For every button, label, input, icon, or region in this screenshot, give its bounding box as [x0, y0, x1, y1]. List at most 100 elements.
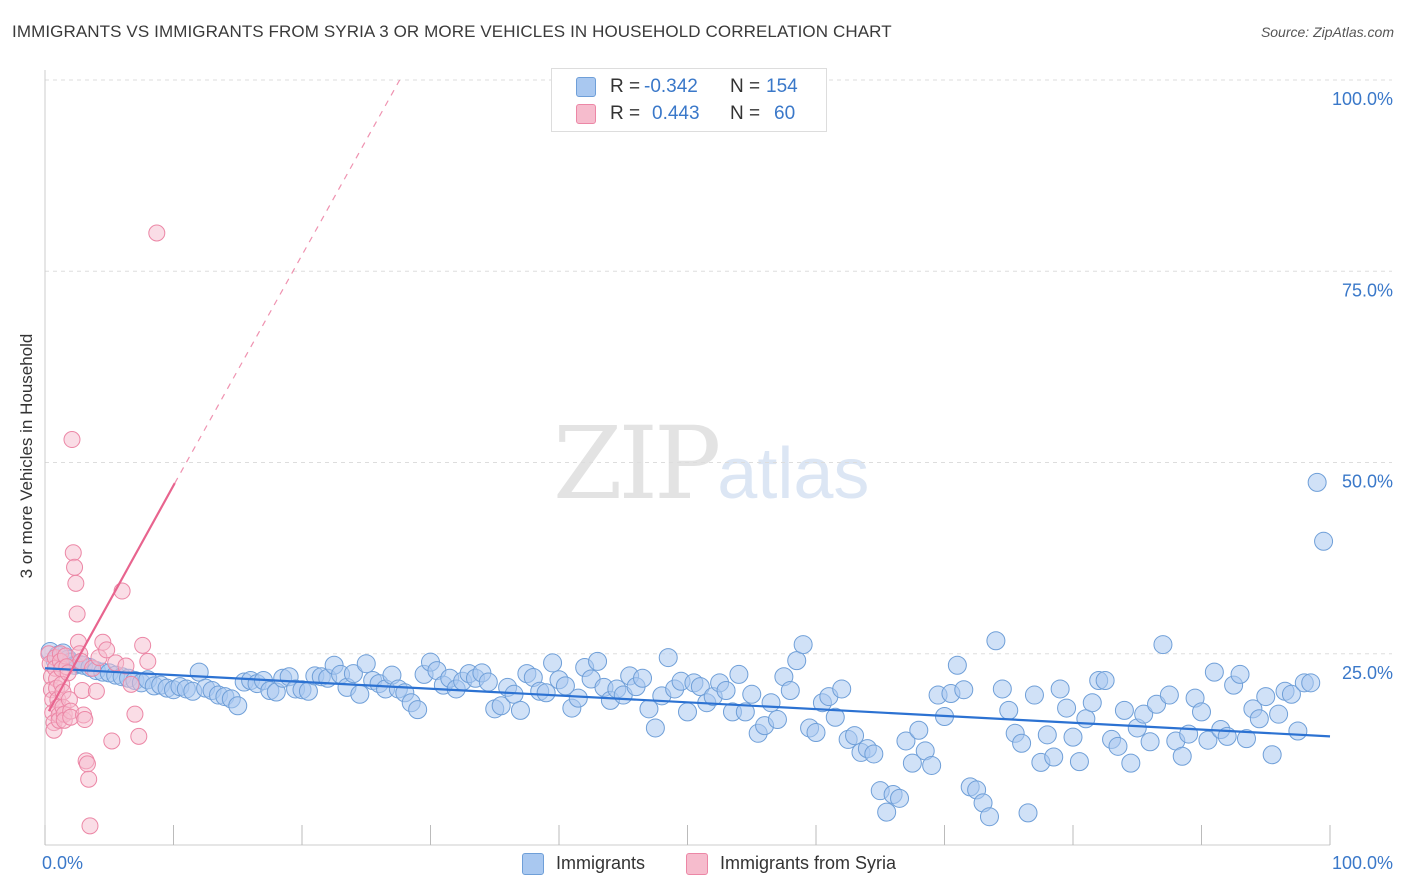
- data-point-immigrants: [793, 635, 813, 655]
- data-point-immigrants: [999, 700, 1019, 720]
- syria-points: [40, 224, 166, 835]
- trendline-immigrants: [44, 667, 1331, 738]
- data-point-immigrants: [992, 679, 1012, 699]
- data-point-immigrants: [1057, 698, 1077, 718]
- data-point-syria: [81, 817, 99, 835]
- data-point-immigrants: [947, 655, 967, 675]
- trendline-syria-extension: [174, 79, 401, 484]
- data-point-immigrants: [1121, 753, 1141, 773]
- data-point-immigrants: [1230, 664, 1250, 684]
- data-point-immigrants: [922, 755, 942, 775]
- data-point-syria: [63, 431, 81, 449]
- data-point-immigrants: [1024, 685, 1044, 705]
- data-point-immigrants: [536, 683, 556, 703]
- data-point-immigrants: [1012, 733, 1032, 753]
- data-point-immigrants: [890, 788, 910, 808]
- data-point-immigrants: [1262, 745, 1282, 765]
- y-tick-label: 75.0%: [1342, 280, 1393, 300]
- data-point-immigrants: [877, 802, 897, 822]
- data-point-immigrants: [1301, 673, 1321, 693]
- immigrants-points: [40, 472, 1334, 827]
- data-point-immigrants: [568, 688, 588, 708]
- data-point-syria: [67, 574, 85, 592]
- bottom-legend-swatch-immigrants: [522, 853, 544, 875]
- data-point-syria: [98, 641, 116, 659]
- data-point-immigrants: [825, 707, 845, 727]
- data-point-syria: [126, 705, 144, 723]
- data-point-immigrants: [909, 720, 929, 740]
- data-point-immigrants: [1153, 635, 1173, 655]
- data-point-immigrants: [1082, 693, 1102, 713]
- data-point-immigrants: [658, 648, 678, 668]
- data-point-immigrants: [1288, 721, 1308, 741]
- data-point-immigrants: [902, 753, 922, 773]
- data-point-immigrants: [767, 710, 787, 730]
- data-point-syria: [139, 652, 157, 670]
- data-point-immigrants: [735, 702, 755, 722]
- data-point-immigrants: [1063, 727, 1083, 747]
- data-point-syria: [87, 682, 105, 700]
- data-point-immigrants: [1172, 746, 1192, 766]
- data-point-immigrants: [1147, 694, 1167, 714]
- data-point-immigrants: [787, 651, 807, 671]
- data-point-immigrants: [1037, 725, 1057, 745]
- x-tick-label: 0.0%: [42, 853, 83, 873]
- data-point-immigrants: [806, 723, 826, 743]
- data-point-immigrants: [954, 680, 974, 700]
- data-point-immigrants: [228, 696, 248, 716]
- data-point-immigrants: [1076, 709, 1096, 729]
- data-point-syria: [122, 675, 140, 693]
- data-point-immigrants: [716, 680, 736, 700]
- y-tick-label: 25.0%: [1342, 663, 1393, 683]
- data-point-immigrants: [780, 680, 800, 700]
- source-credit: Source: ZipAtlas.com: [1260, 24, 1394, 40]
- data-point-syria: [64, 544, 82, 562]
- data-point-immigrants: [478, 672, 498, 692]
- data-point-syria: [148, 224, 166, 242]
- data-point-immigrants: [986, 631, 1006, 651]
- correlation-legend: R = -0.342 N = 154 R = 0.443 N = 60: [551, 68, 827, 132]
- data-point-immigrants: [1314, 531, 1334, 551]
- data-point-immigrants: [1198, 730, 1218, 750]
- legend-n-label: N =: [730, 76, 761, 97]
- grid-lines: [45, 79, 1392, 655]
- data-point-immigrants: [1095, 671, 1115, 691]
- legend-n-label: N =: [730, 103, 761, 124]
- legend-n-value: 60: [774, 103, 796, 124]
- data-point-immigrants: [588, 651, 608, 671]
- data-point-immigrants: [1108, 736, 1128, 756]
- data-point-immigrants: [979, 807, 999, 827]
- data-point-syria: [68, 605, 86, 623]
- bottom-legend-swatch-syria: [686, 853, 708, 875]
- data-point-immigrants: [1159, 685, 1179, 705]
- data-point-immigrants: [761, 693, 781, 713]
- data-point-immigrants: [343, 664, 363, 684]
- bottom-legend-label-syria: Immigrants from Syria: [720, 853, 897, 873]
- data-point-immigrants: [1269, 704, 1289, 724]
- data-point-immigrants: [1134, 704, 1154, 724]
- legend-n-value: 154: [766, 76, 798, 97]
- data-point-immigrants: [832, 679, 852, 699]
- data-point-immigrants: [645, 718, 665, 738]
- data-point-syria: [73, 681, 91, 699]
- legend-r-label: R =: [610, 103, 641, 124]
- trend-lines: [44, 79, 1331, 738]
- data-point-immigrants: [1050, 679, 1070, 699]
- data-point-immigrants: [1236, 729, 1256, 749]
- data-point-syria: [66, 558, 84, 576]
- watermark-atlas: atlas: [717, 434, 870, 514]
- data-point-immigrants: [678, 702, 697, 722]
- y-tick-label: 50.0%: [1342, 472, 1393, 492]
- data-point-immigrants: [845, 726, 865, 746]
- watermark-zip: ZIP: [553, 405, 721, 522]
- tick-labels: 25.0% 50.0% 75.0% 100.0% 0.0% 100.0%: [42, 89, 1393, 873]
- legend-r-value: -0.342: [644, 76, 698, 97]
- data-point-syria: [117, 657, 135, 675]
- legend-r-value: 0.443: [652, 103, 700, 124]
- data-point-immigrants: [491, 696, 511, 716]
- data-point-immigrants: [408, 700, 428, 720]
- data-point-immigrants: [896, 731, 916, 751]
- data-point-syria: [134, 636, 152, 654]
- data-point-immigrants: [1140, 732, 1160, 752]
